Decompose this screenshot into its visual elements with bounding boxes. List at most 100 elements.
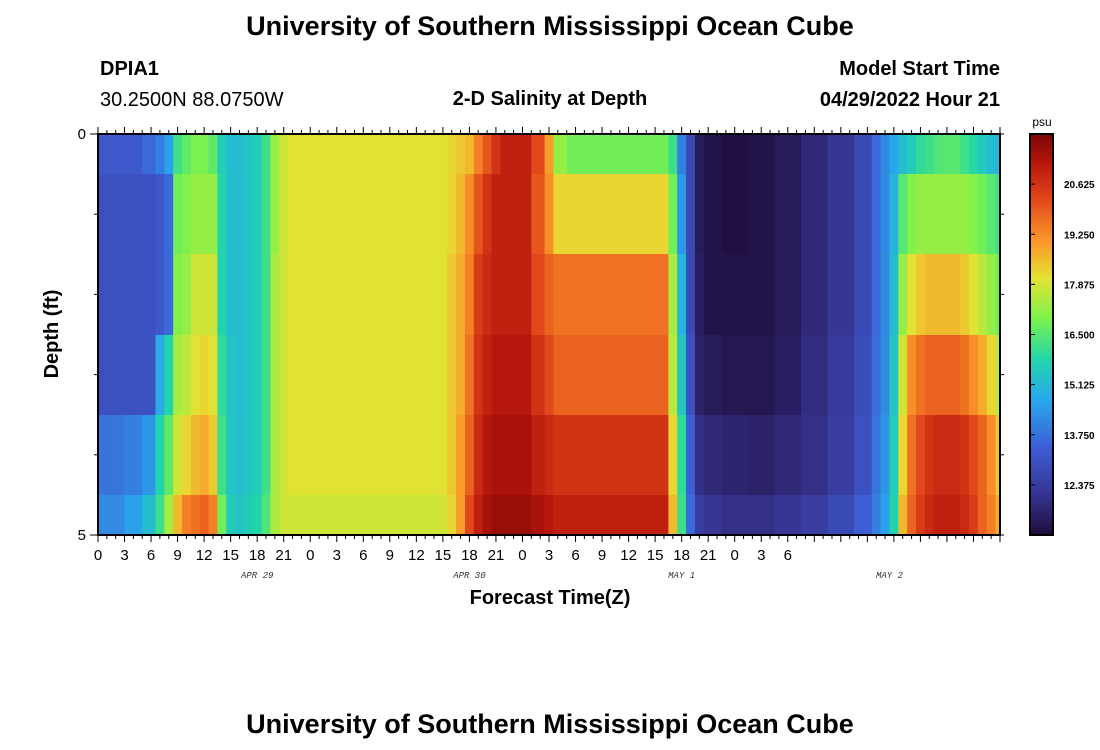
heatmap-cell [721,254,749,336]
x-tick-label: 15 [435,547,452,564]
x-tick-label: 18 [249,547,266,564]
heatmap-cell [986,335,997,416]
station-id: DPIA1 [100,58,159,80]
heatmap-cell [323,174,351,255]
heatmap-cell [977,495,988,536]
heatmap-cell [694,134,705,175]
heatmap-cell [403,134,431,175]
heatmap-cell [199,495,210,536]
heatmap-cell [703,495,723,536]
heatmap-cell [880,134,891,175]
heatmap-cell [226,335,236,416]
heatmap-cell [429,174,448,255]
heatmap-cell [301,495,325,536]
heatmap-cell [350,174,378,255]
heatmap-cell [915,134,926,175]
heatmap-cell [124,415,143,496]
heatmap-cell [801,174,829,255]
heatmap-cell [403,415,431,496]
heatmap-cell [182,415,192,496]
heatmap-cell [190,335,201,416]
heatmap-cell [747,495,776,536]
heatmap-cell [376,134,404,175]
heatmap-cell [827,174,855,255]
heatmap-cell [217,495,227,536]
heatmap-cell [871,174,882,255]
x-tick-label: 9 [386,547,394,564]
heatmap-cell [261,134,272,175]
heatmap-cell [721,335,749,416]
colorbar-tick-label: 16.500 [1064,331,1095,342]
heatmap-cell [986,495,997,536]
x-tick-label: 0 [731,547,739,564]
heatmap-cell [217,134,227,175]
heatmap-cell [270,415,280,496]
heatmap-cell [774,134,802,175]
y-tick-label: 5 [78,527,86,544]
heatmap-cell [703,335,723,416]
heatmap-cell [447,495,457,536]
heatmap-cell [694,335,705,416]
heatmap-cell [553,134,568,175]
heatmap-cell [677,495,687,536]
heatmap-cell [142,134,157,175]
heatmap-cell [942,495,952,536]
heatmap-cell [995,415,1001,496]
heatmap-cell [588,415,616,496]
x-tick-label: 12 [620,547,637,564]
heatmap-cell [500,335,515,416]
heatmap-cell [854,134,873,175]
heatmap-cell [907,495,917,536]
heatmap-cell [531,134,546,175]
heatmap-cell [801,254,829,336]
heatmap-cell [261,495,272,536]
model-start-time: 04/29/2022 Hour 21 [820,89,1000,111]
heatmap-cell [747,134,776,175]
heatmap-cell [942,415,952,496]
heatmap-cell [252,495,263,536]
heatmap-cell [694,495,705,536]
heatmap-cell [323,134,351,175]
heatmap-cell [323,254,351,336]
heatmap-cell [986,174,997,255]
heatmap-cell [703,415,723,496]
heatmap-cell [933,254,944,336]
heatmap-cell [588,254,616,336]
heatmap-cell [323,415,351,496]
heatmap-cell [190,174,201,255]
heatmap-cell [243,495,254,536]
x-tick-label: 21 [275,547,292,564]
heatmap-cell [969,495,979,536]
heatmap-cell [190,495,201,536]
heatmap-cell [960,134,970,175]
heatmap-cell [544,174,555,255]
heatmap-cell [500,174,515,255]
heatmap-cell [924,254,935,336]
y-axis: 05 [78,126,1004,544]
heatmap-cell [208,174,218,255]
heatmap-cell [447,335,457,416]
x-axis-label: Forecast Time(Z) [470,587,631,609]
heatmap-cell [217,174,227,255]
heatmap-cell [566,335,590,416]
heatmap-cell [677,134,687,175]
x-tick-label: 6 [359,547,367,564]
heatmap-cell [747,174,776,255]
heatmap-cell [659,134,669,175]
heatmap-cell [898,254,908,336]
heatmap-cell [173,254,183,336]
heatmap-cell [447,254,457,336]
heatmap-cell [288,415,302,496]
heatmap-cell [880,415,891,496]
heatmap-cell [977,174,988,255]
heatmap-cell [173,134,183,175]
heatmap-cell [668,415,678,496]
heatmap-cell [429,134,448,175]
heatmap-cell [403,495,431,536]
heatmap-cell [774,335,802,416]
heatmap-cell [473,415,484,496]
heatmap-cell [270,134,280,175]
heatmap-cell [880,174,891,255]
heatmap-cell [995,495,1001,536]
heatmap-cell [288,134,302,175]
